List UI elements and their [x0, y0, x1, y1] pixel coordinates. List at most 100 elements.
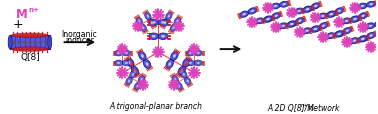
Ellipse shape [281, 25, 286, 28]
Ellipse shape [48, 36, 52, 50]
Ellipse shape [194, 51, 202, 56]
Ellipse shape [330, 14, 333, 16]
Ellipse shape [280, 2, 289, 8]
Ellipse shape [272, 14, 280, 20]
Circle shape [157, 52, 160, 54]
Ellipse shape [274, 15, 279, 18]
Ellipse shape [141, 79, 143, 81]
Ellipse shape [366, 24, 375, 29]
Circle shape [157, 14, 160, 16]
Ellipse shape [311, 4, 320, 10]
Ellipse shape [344, 20, 349, 23]
Ellipse shape [282, 4, 287, 7]
Ellipse shape [329, 13, 334, 17]
Ellipse shape [330, 14, 332, 16]
Circle shape [346, 42, 348, 44]
Ellipse shape [264, 17, 273, 23]
Ellipse shape [369, 34, 373, 38]
Ellipse shape [351, 17, 360, 23]
Ellipse shape [151, 23, 153, 25]
Ellipse shape [303, 28, 312, 34]
Ellipse shape [271, 4, 280, 10]
Ellipse shape [8, 36, 12, 50]
Text: n+: n+ [28, 6, 39, 12]
Ellipse shape [145, 62, 149, 67]
Ellipse shape [172, 54, 177, 59]
Ellipse shape [126, 78, 132, 85]
Ellipse shape [158, 34, 168, 40]
Ellipse shape [138, 76, 145, 83]
Ellipse shape [149, 20, 158, 26]
Ellipse shape [181, 70, 183, 73]
Circle shape [299, 32, 301, 34]
Ellipse shape [358, 4, 367, 10]
Ellipse shape [132, 74, 134, 76]
Ellipse shape [143, 60, 151, 69]
Ellipse shape [176, 20, 179, 24]
Circle shape [142, 84, 144, 86]
Ellipse shape [12, 47, 48, 52]
Ellipse shape [361, 6, 364, 8]
Ellipse shape [174, 79, 176, 81]
Ellipse shape [248, 9, 257, 15]
Ellipse shape [267, 19, 270, 21]
Circle shape [13, 42, 15, 44]
Ellipse shape [145, 13, 151, 21]
Ellipse shape [319, 23, 328, 30]
Circle shape [121, 72, 124, 74]
Ellipse shape [141, 55, 143, 58]
Ellipse shape [125, 53, 127, 54]
Ellipse shape [124, 62, 129, 65]
Circle shape [275, 27, 277, 29]
Ellipse shape [138, 21, 140, 23]
Circle shape [19, 42, 20, 44]
Ellipse shape [353, 18, 358, 22]
Ellipse shape [354, 19, 356, 21]
Ellipse shape [167, 15, 171, 19]
Ellipse shape [288, 22, 297, 28]
Ellipse shape [328, 35, 333, 38]
Ellipse shape [166, 60, 174, 69]
Ellipse shape [151, 35, 156, 39]
Ellipse shape [140, 54, 144, 59]
Ellipse shape [282, 26, 285, 27]
Ellipse shape [352, 40, 357, 43]
Ellipse shape [127, 59, 134, 68]
Ellipse shape [184, 61, 189, 66]
Ellipse shape [303, 7, 312, 13]
Circle shape [39, 42, 42, 44]
Ellipse shape [305, 8, 310, 12]
Ellipse shape [177, 84, 181, 88]
Ellipse shape [151, 21, 156, 25]
Ellipse shape [115, 61, 122, 66]
Ellipse shape [139, 52, 146, 61]
Ellipse shape [274, 6, 277, 8]
Ellipse shape [329, 13, 333, 17]
Ellipse shape [122, 61, 130, 66]
Circle shape [122, 49, 123, 51]
Ellipse shape [115, 51, 122, 56]
Ellipse shape [353, 19, 356, 21]
Ellipse shape [130, 71, 136, 78]
Circle shape [178, 26, 180, 28]
Ellipse shape [327, 12, 336, 18]
Ellipse shape [140, 25, 146, 32]
FancyArrowPatch shape [220, 47, 239, 52]
Ellipse shape [305, 8, 310, 12]
Ellipse shape [359, 37, 368, 42]
Ellipse shape [149, 20, 155, 27]
Ellipse shape [283, 4, 285, 6]
Ellipse shape [342, 19, 351, 25]
Ellipse shape [255, 19, 264, 25]
Ellipse shape [369, 4, 374, 7]
Ellipse shape [118, 53, 120, 54]
Ellipse shape [180, 69, 184, 74]
Text: Q[8]: Q[8] [20, 53, 40, 62]
Ellipse shape [167, 62, 172, 67]
Ellipse shape [187, 80, 189, 82]
Text: +: + [13, 18, 23, 31]
Ellipse shape [122, 51, 130, 56]
Circle shape [193, 72, 195, 74]
Ellipse shape [338, 34, 340, 36]
Ellipse shape [136, 84, 139, 88]
